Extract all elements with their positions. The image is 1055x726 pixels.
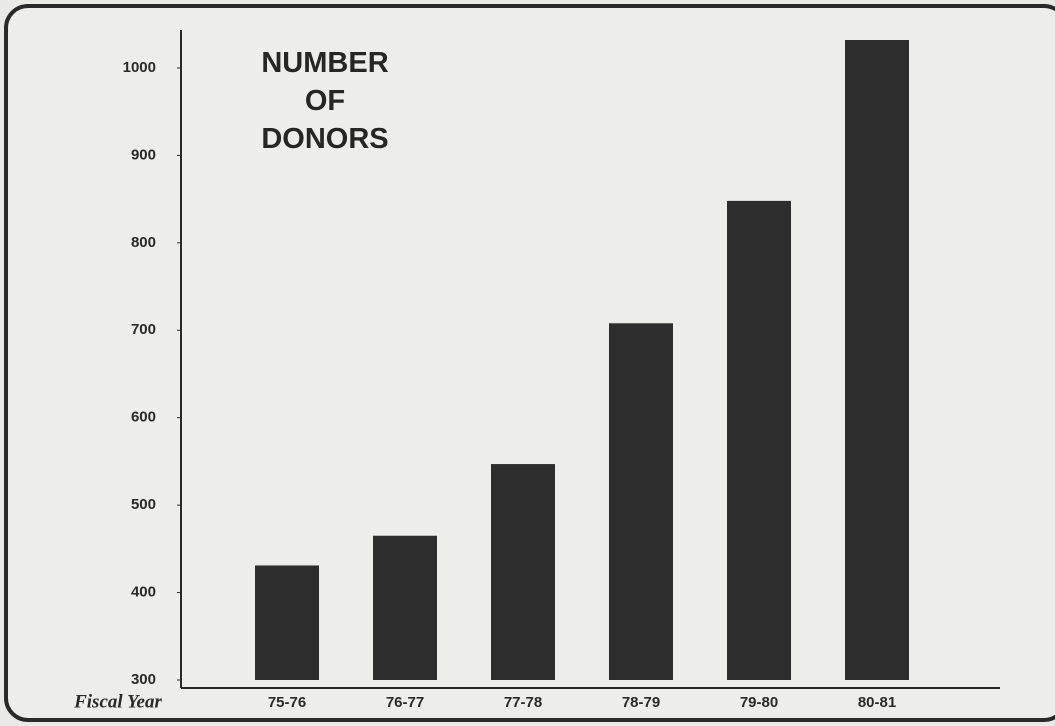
y-tick-label: 700 [131,321,156,338]
x-tick-label: 80-81 [858,694,896,711]
x-tick-label: 75-76 [268,694,306,711]
bar [373,535,437,680]
y-tick-label: 500 [131,496,156,513]
chart-title: NUMBER OF DONORS [261,47,389,155]
y-tick-label: 600 [131,409,156,426]
x-tick-label: 78-79 [622,694,660,711]
x-tick-label: 76-77 [386,694,424,711]
y-tick-label: 800 [131,234,156,251]
x-axis-label: Fiscal Year [73,691,162,712]
y-tick-label: 300 [131,671,156,688]
x-tick-label: 77-78 [504,694,542,711]
bar [609,323,673,680]
y-tick-label: 400 [131,584,156,601]
y-tick-label: 900 [131,146,156,163]
bar [727,200,791,680]
frame [4,4,1055,722]
bar [491,464,555,680]
bar [845,39,909,681]
x-tick-label: 79-80 [740,694,778,711]
y-tick-label: 1000 [123,59,156,76]
bar [255,565,319,680]
